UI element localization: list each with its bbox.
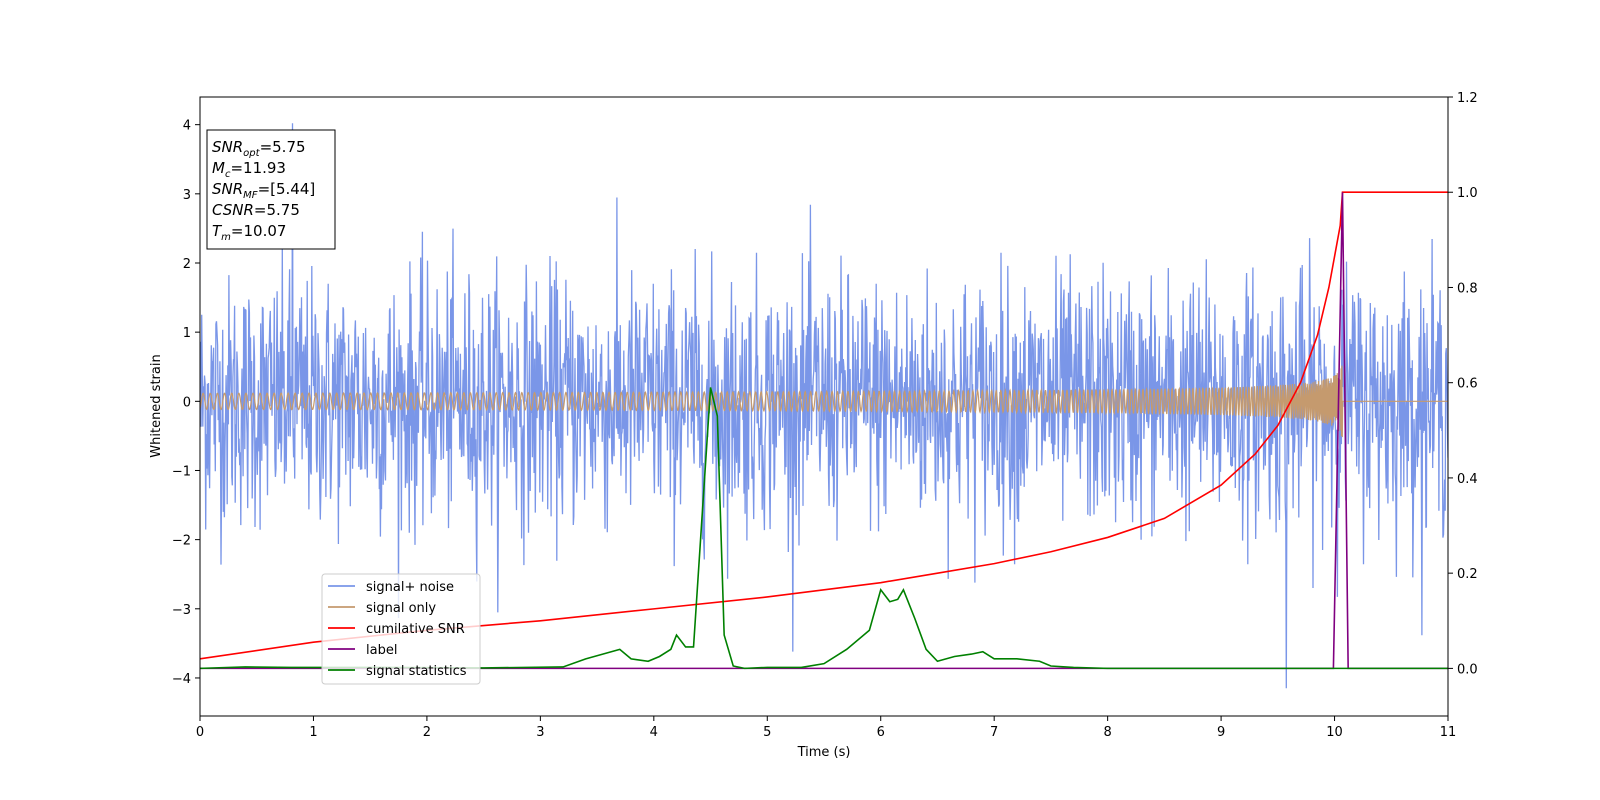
- annotation-symbol: T: [212, 222, 223, 240]
- plot-frame: [199, 96, 1449, 717]
- axes-layer: 0 1 2 3 4 5 6 7 8 9 10 11 −4 −3 −2 −1 0 1 2 3 4 0.0 0.2 0.4 0.6 0…: [172, 91, 1478, 740]
- annotation-symbol: CSNR: [212, 201, 254, 219]
- x-tick-label: 1: [309, 725, 317, 740]
- x-axis-label: Time (s): [797, 745, 851, 760]
- x-tick-label: 3: [536, 725, 544, 740]
- y2-tick-label: 0.0: [1457, 662, 1478, 677]
- annotation-value: =10.07: [231, 222, 287, 240]
- legend-entry-label: label: [366, 643, 397, 658]
- legend-entry-label: signal only: [366, 601, 436, 616]
- y-axis-label: Whitened strain: [149, 354, 164, 457]
- y2-tick-label: 0.4: [1457, 472, 1478, 487]
- annotation-subscript: m: [221, 232, 231, 243]
- y-tick-label: −3: [172, 603, 191, 618]
- x-tick-label: 9: [1217, 725, 1225, 740]
- series-line-signal-noise: [200, 123, 1448, 689]
- series-line-signal-only: [200, 365, 1448, 438]
- annotation-symbol: SNR: [212, 138, 243, 156]
- x-tick-label: 2: [423, 725, 431, 740]
- y-tick-label: −4: [172, 672, 191, 687]
- y-tick-label: 0: [183, 395, 191, 410]
- y2-tick-label: 1.2: [1457, 91, 1478, 106]
- annotation-line: Mc=11.93: [212, 159, 286, 180]
- y2-tick-label: 0.8: [1457, 281, 1478, 296]
- series-layer: [200, 123, 1448, 689]
- annotation-value: =11.93: [230, 159, 286, 177]
- y-tick-label: 4: [183, 119, 191, 134]
- x-tick-label: 0: [196, 725, 204, 740]
- annotation-subscript: MF: [243, 190, 258, 201]
- x-tick-label: 6: [877, 725, 885, 740]
- annotation-symbol: SNR: [212, 180, 243, 198]
- y-tick-label: 2: [183, 257, 191, 272]
- x-tick-label: 11: [1440, 725, 1457, 740]
- annotation-line: SNRopt=5.75: [212, 138, 306, 159]
- x-tick-label: 4: [650, 725, 658, 740]
- y2-tick-label: 1.0: [1457, 186, 1478, 201]
- annotation-value: =[5.44]: [258, 180, 316, 198]
- annotation-subscript: c: [225, 169, 231, 180]
- annotation-subscript: opt: [243, 148, 260, 159]
- annotation-frame: [206, 129, 336, 250]
- series-line-signal-statistics: [200, 387, 1448, 670]
- annotation-value: =5.75: [254, 201, 300, 219]
- annotation-line: Tm=10.07: [212, 222, 286, 243]
- legend-frame: [321, 573, 481, 685]
- legend-entry-label: signal+ noise: [366, 580, 454, 595]
- x-tick-label: 7: [990, 725, 998, 740]
- annotation-symbol: M: [212, 159, 225, 177]
- annotation-line: CSNR=5.75: [212, 201, 300, 219]
- annotation-line: SNRMF=[5.44]: [212, 180, 315, 201]
- y-tick-label: 1: [183, 326, 191, 341]
- x-tick-label: 5: [763, 725, 771, 740]
- legend-entry-label: signal statistics: [366, 664, 467, 679]
- y2-tick-label: 0.6: [1457, 377, 1478, 392]
- legend-entry-label: cumilative SNR: [366, 622, 465, 637]
- y-tick-label: −1: [172, 464, 191, 479]
- series-line-cumilative-snr: [200, 191, 1448, 660]
- y2-tick-label: 0.2: [1457, 567, 1478, 582]
- x-tick-label: 8: [1103, 725, 1111, 740]
- annotation-box: SNRopt=5.75Mc=11.93SNRMF=[5.44]CSNR=5.75…: [206, 129, 336, 250]
- annotation-value: =5.75: [260, 138, 306, 156]
- x-tick-label: 10: [1326, 725, 1343, 740]
- y-tick-label: 3: [183, 188, 191, 203]
- y-tick-label: −2: [172, 534, 191, 549]
- legend: signal+ noise signal only cumilative SNR la…: [321, 573, 481, 685]
